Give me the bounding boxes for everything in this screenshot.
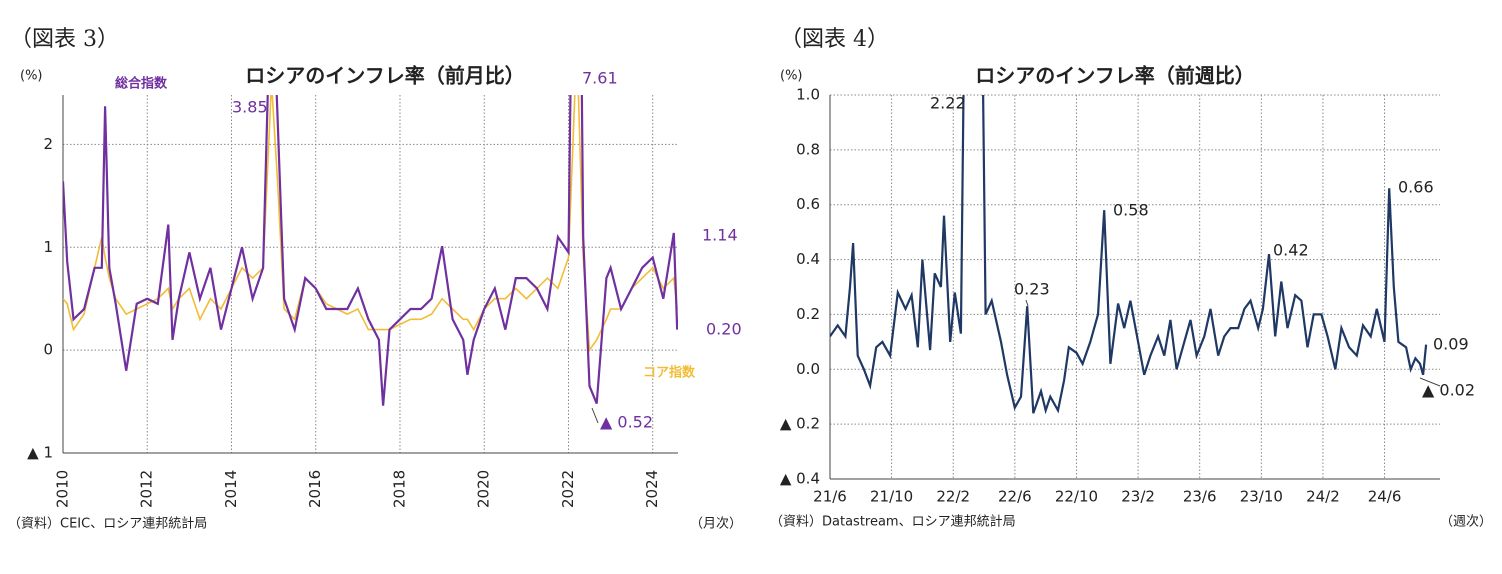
y-tick-label: 0: [43, 341, 53, 359]
x-tick-label: 21/10: [870, 488, 913, 506]
x-tick-label: 22/6: [998, 488, 1032, 506]
series-line: [63, 95, 678, 406]
annotation: 0.23: [1014, 280, 1050, 299]
x-tick-label: 21/6: [813, 488, 847, 506]
annotation: 0.66: [1398, 178, 1434, 197]
leader-line: [591, 407, 599, 424]
y-tick-label: 1.0: [796, 86, 820, 104]
x-tick-label: 23/6: [1183, 488, 1217, 506]
frequency: （月次）: [690, 516, 742, 532]
x-tick-label: 24/6: [1368, 488, 1402, 506]
chart-title: ロシアのインフレ率（前月比）: [245, 64, 524, 88]
y-tick-label: 0.8: [796, 140, 820, 158]
y-tick-label: 0.0: [796, 360, 820, 378]
y-tick-label: ▲ 0.2: [780, 415, 820, 433]
leader-line: [1025, 299, 1029, 307]
series-line: [63, 95, 678, 353]
x-tick-label: 23/10: [1240, 488, 1283, 506]
annotation: 0.58: [1113, 201, 1149, 220]
figure-label: （図表 4）: [780, 27, 889, 52]
y-tick-label: 0.2: [796, 305, 820, 323]
y-tick-label: ▲ 0.4: [780, 470, 820, 488]
series-line: [830, 95, 1428, 415]
annotation: ▲ 0.02: [1422, 381, 1475, 400]
annotation: 7.61: [582, 69, 618, 88]
source: （資料）CEIC、ロシア連邦統計局: [8, 516, 207, 532]
annotation: 0.42: [1273, 241, 1309, 260]
figure-label: （図表 3）: [10, 27, 119, 52]
series-label: コア指数: [643, 365, 696, 381]
x-tick-label: 2018: [390, 470, 408, 508]
x-tick-label: 2020: [475, 470, 493, 508]
annotation: 2.22: [930, 94, 966, 113]
series-label: 総合指数: [115, 76, 168, 92]
y-unit: (%): [780, 69, 803, 84]
x-tick-label: 22/10: [1055, 488, 1098, 506]
annotation: 1.14: [702, 226, 738, 245]
chart-title: ロシアのインフレ率（前週比）: [975, 64, 1254, 88]
y-tick-label: 0.6: [796, 195, 820, 213]
frequency: （週次）: [1440, 514, 1492, 530]
annotation: 0.20: [706, 320, 742, 339]
y-tick-label: 0.4: [796, 250, 820, 268]
y-tick-label: ▲ 1: [27, 444, 53, 462]
annotation: ▲ 0.52: [600, 413, 653, 432]
x-tick-label: 2012: [138, 470, 156, 508]
x-tick-label: 2016: [306, 470, 324, 508]
annotation: 3.85: [232, 98, 268, 117]
y-tick-label: 2: [43, 135, 53, 153]
x-tick-label: 22/2: [936, 488, 970, 506]
y-tick-label: 1: [43, 238, 53, 256]
y-unit: (%): [20, 69, 43, 84]
source: （資料）Datastream、ロシア連邦統計局: [770, 514, 1016, 530]
x-tick-label: 2014: [222, 470, 240, 508]
x-tick-label: 23/2: [1121, 488, 1155, 506]
annotation: 0.09: [1433, 335, 1469, 354]
x-tick-label: 2024: [643, 470, 661, 508]
leader-line: [1419, 377, 1441, 387]
x-tick-label: 2022: [559, 470, 577, 508]
x-tick-label: 24/2: [1306, 488, 1340, 506]
x-tick-label: 2010: [54, 470, 72, 508]
